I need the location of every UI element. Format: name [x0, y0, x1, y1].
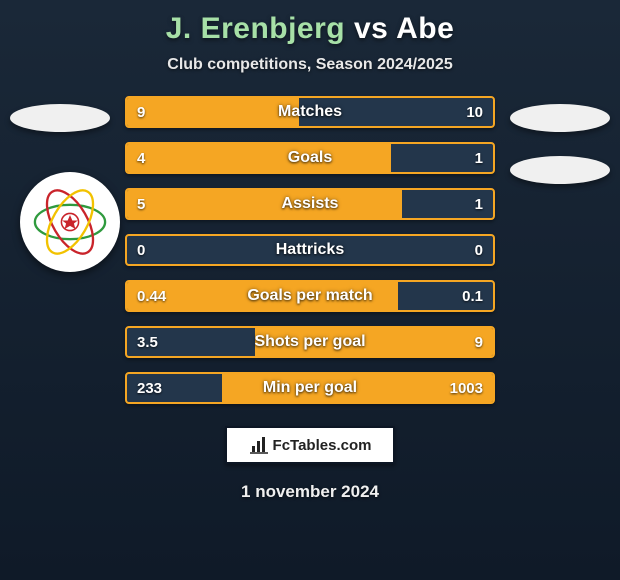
brand-label: FcTables.com — [273, 437, 372, 454]
stat-row: 0 0Hattricks — [125, 234, 495, 266]
stat-fill-left — [127, 98, 299, 126]
title-player1: J. Erenbjerg — [166, 12, 345, 45]
stat-label: Hattricks — [127, 236, 493, 264]
brand-box[interactable]: FcTables.com — [225, 426, 395, 464]
stat-value-right: 10 — [456, 98, 493, 126]
subtitle: Club competitions, Season 2024/2025 — [0, 56, 620, 74]
placeholder-ellipse-right-1 — [510, 104, 610, 132]
main: 910Matches 41Goals 51Assists 0 0Hattricks 0.4… — [0, 96, 620, 502]
stat-value-left: 0 — [127, 236, 155, 264]
stat-row: 0.440.1Goals per match — [125, 280, 495, 312]
stat-value-right: 0.1 — [452, 282, 493, 310]
date: 1 november 2024 — [0, 482, 620, 502]
stat-value-left: 3.5 — [127, 328, 168, 356]
stat-fill-right — [255, 328, 493, 356]
stat-row: 2331003Min per goal — [125, 372, 495, 404]
placeholder-ellipse-right-2 — [510, 156, 610, 184]
stat-row: 910Matches — [125, 96, 495, 128]
title-player2: Abe — [396, 12, 454, 45]
stat-fill-left — [127, 190, 402, 218]
stat-row: 41Goals — [125, 142, 495, 174]
stat-value-right: 1 — [465, 144, 493, 172]
stat-row: 3.59Shots per goal — [125, 326, 495, 358]
stat-value-right: 0 — [465, 236, 493, 264]
stat-fill-left — [127, 144, 391, 172]
stat-fill-right — [222, 374, 493, 402]
club-badge — [20, 172, 120, 272]
bar-chart-icon — [249, 435, 269, 455]
club-badge-icon — [31, 183, 109, 261]
stat-value-left: 233 — [127, 374, 172, 402]
placeholder-ellipse-left-1 — [10, 104, 110, 132]
page-title: J. Erenbjerg vs Abe — [0, 12, 620, 46]
title-vs: vs — [354, 12, 388, 45]
stat-row: 51Assists — [125, 188, 495, 220]
stat-fill-left — [127, 282, 398, 310]
stats-bars: 910Matches 41Goals 51Assists 0 0Hattricks 0.4… — [125, 96, 495, 404]
container: J. Erenbjerg vs Abe Club competitions, S… — [0, 0, 620, 580]
stat-value-right: 1 — [465, 190, 493, 218]
